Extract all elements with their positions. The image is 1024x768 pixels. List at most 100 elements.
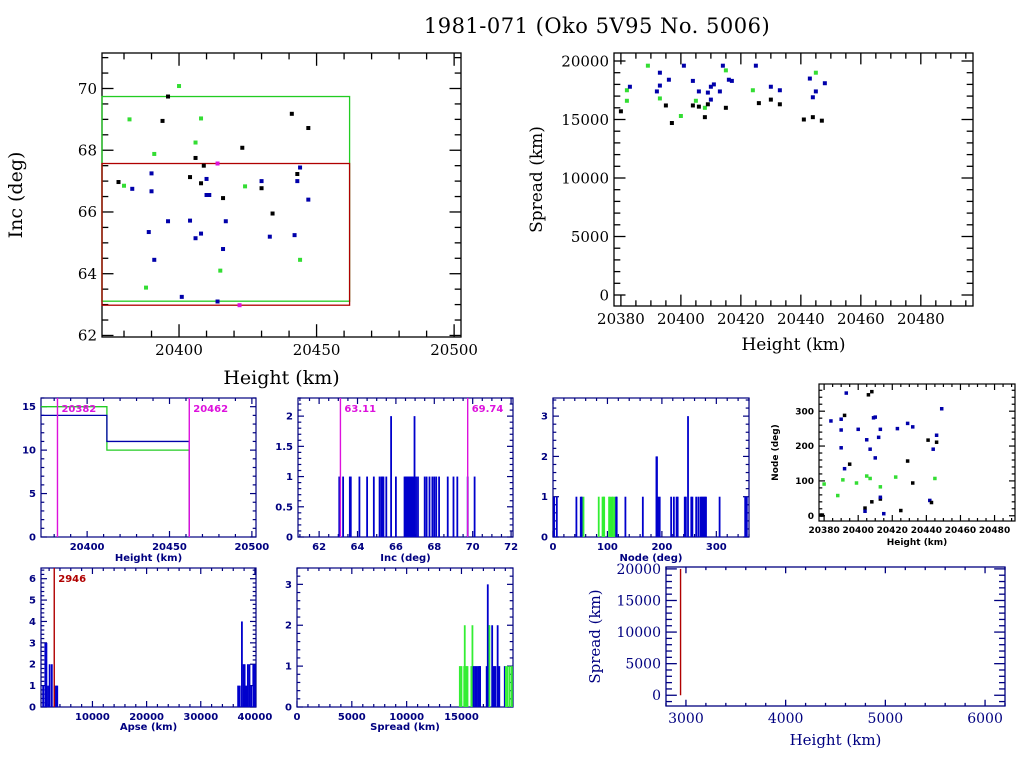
x-tick-label: 20500 [234, 542, 269, 553]
histogram-bar [474, 666, 477, 707]
histogram-bar [684, 496, 687, 537]
data-point [864, 474, 869, 478]
y-tick-label: 66 [78, 203, 97, 221]
y-tick-label: 2 [29, 660, 36, 671]
data-point [854, 481, 859, 485]
histogram-bar [248, 664, 251, 707]
histogram-bar [687, 416, 689, 537]
plot-frame [40, 567, 257, 708]
data-point [199, 181, 204, 186]
x-tick-label: 40000 [238, 712, 273, 723]
histogram-bar [435, 476, 438, 537]
data-point [910, 481, 915, 485]
histogram-bar [48, 664, 51, 707]
data-point [876, 435, 881, 440]
data-point [723, 68, 728, 73]
data-point [306, 126, 311, 131]
data-point [813, 89, 818, 94]
histogram-bar [45, 642, 48, 707]
histogram-bar [254, 664, 256, 707]
data-point [693, 98, 698, 103]
data-point [624, 98, 629, 103]
data-point [690, 103, 695, 108]
data-point [820, 513, 825, 517]
histogram-bar [498, 666, 501, 707]
data-point [654, 89, 659, 94]
histogram-bar [406, 476, 409, 537]
data-point [878, 495, 883, 500]
histogram-bar [458, 666, 461, 707]
histogram-bar [658, 496, 661, 537]
y-tick-label: 5 [29, 489, 36, 500]
histogram-bar [506, 666, 509, 707]
data-point [177, 84, 182, 89]
data-point [873, 415, 877, 419]
data-point [702, 115, 707, 120]
x-tick-label: 20400 [657, 310, 705, 328]
data-point [708, 97, 713, 102]
data-point [149, 189, 154, 194]
data-point [705, 90, 710, 95]
histogram-bar [700, 496, 703, 537]
histogram-bar [415, 476, 417, 537]
x-axis-label: Spread (km) [370, 722, 440, 733]
data-point [681, 63, 686, 68]
data-point [669, 121, 674, 126]
histogram-bar [408, 476, 411, 537]
histogram-bar [446, 476, 449, 537]
histogram-bar [433, 476, 436, 537]
data-point [835, 493, 840, 498]
node-vs-height-panel: 20380 20400 20420 20440 20460 20480 0 100 200 300… [771, 383, 1016, 548]
data-point [678, 113, 683, 118]
histogram-bar [250, 685, 253, 707]
histogram-bar [456, 476, 459, 537]
data-point [878, 427, 883, 432]
data-point [166, 219, 171, 224]
x-tick-label: 20500 [430, 341, 478, 359]
data-point [933, 476, 937, 481]
histogram-bar [486, 584, 489, 707]
histogram-bar [601, 496, 604, 537]
data-point [708, 84, 713, 89]
x-tick-label: 15000 [444, 712, 479, 723]
y-tick-label: 300 [795, 407, 814, 417]
data-point [777, 102, 782, 107]
data-point [152, 257, 157, 262]
data-point [841, 478, 845, 482]
y-axis-label: Spread (km) [586, 589, 604, 683]
histogram-bar [702, 496, 705, 537]
data-point [878, 485, 883, 489]
histogram-bar [382, 476, 385, 537]
red-limit-box [101, 162, 351, 306]
inc-histogram-panel: 62 64 66 68 70 72 0 0.5 1 1.5 2 Inc (deg) 63.11 69.74 [275, 397, 518, 564]
histogram-bar [718, 496, 721, 537]
y-tick-label: 64 [78, 265, 97, 283]
green-limit-box [101, 95, 351, 302]
data-point [810, 115, 815, 120]
data-point [666, 77, 671, 82]
histogram-bar [431, 476, 434, 537]
x-tick-label: 20400 [155, 341, 203, 359]
data-point [711, 82, 716, 87]
y-tick-label: 10000 [616, 625, 661, 641]
histogram-bar [690, 496, 693, 537]
data-point [193, 236, 198, 241]
data-point [723, 105, 728, 110]
histogram-bar [466, 666, 469, 707]
histogram-bar [252, 664, 255, 707]
y-tick-label: 5000 [625, 657, 661, 673]
histogram-bar [412, 476, 415, 537]
histogram-bar [472, 666, 475, 707]
x-tick-label: 200 [651, 542, 672, 553]
x-tick-label: 0 [550, 542, 557, 553]
histogram-bar [575, 496, 578, 537]
data-point [149, 171, 154, 176]
data-point [726, 77, 731, 82]
histogram-bar [496, 625, 499, 707]
y-tick-label: 6 [29, 574, 36, 585]
histogram-bar [366, 476, 369, 537]
histogram-bar [657, 496, 659, 537]
data-point [777, 88, 782, 93]
x-tick-label: 3000 [668, 711, 704, 727]
